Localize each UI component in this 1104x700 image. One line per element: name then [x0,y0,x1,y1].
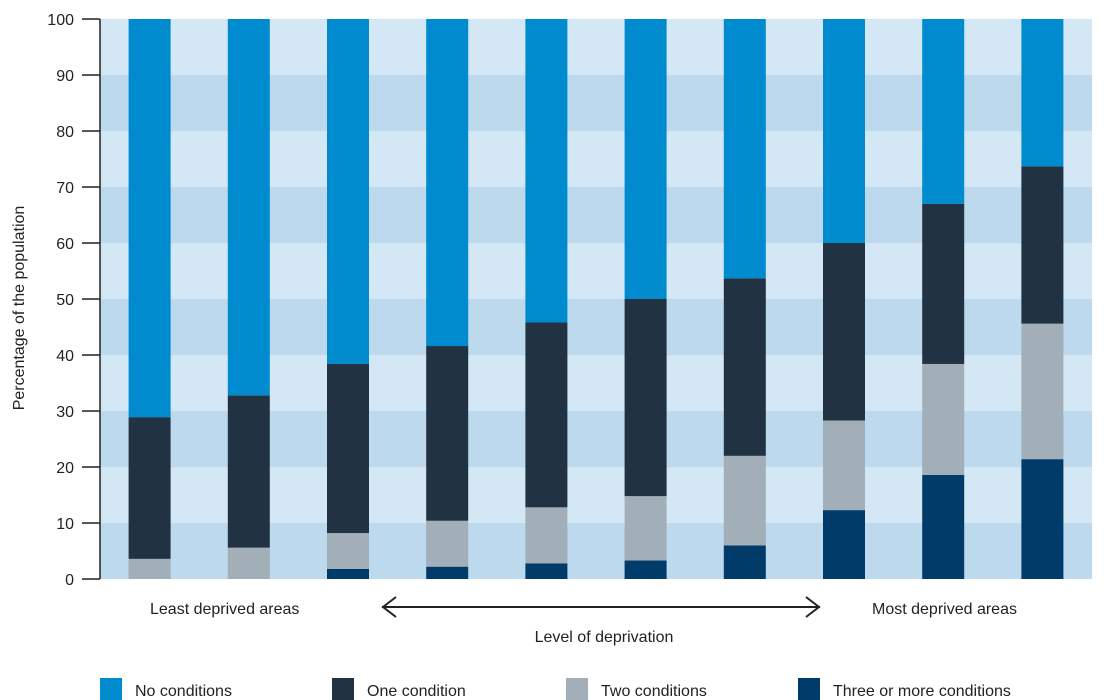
y-axis-label: Percentage of the population [11,206,28,411]
bar-segment [624,560,667,579]
bar-segment [128,558,171,579]
bar-segment [426,566,469,579]
x-axis-label: Level of deprivation [535,629,674,646]
bar-segment [227,395,270,548]
bar-segment [525,507,568,564]
bar-segment [922,474,965,579]
bar-segment [426,19,469,347]
bar-segment [723,278,766,456]
least-deprived-label: Least deprived areas [150,601,299,618]
legend-label: One condition [367,683,466,700]
bar-segment [922,203,965,364]
bar-segment [327,19,369,364]
y-tick-label: 0 [65,572,74,589]
bar-segment [723,19,766,279]
legend-label: No conditions [135,683,232,700]
y-tick-label: 50 [56,292,74,309]
y-tick-label: 10 [56,516,74,533]
deprivation-arrow [381,596,821,618]
bar-segment [922,19,965,204]
bar-segment [823,19,865,243]
bars [128,19,1064,579]
bar-segment [525,322,568,508]
y-tick-label: 60 [56,236,74,253]
bar-segment [1021,459,1064,579]
y-tick-label: 80 [56,124,74,141]
bar-segment [327,363,369,534]
arrow-right-head [805,596,821,618]
legend-swatch [332,678,354,700]
legend-swatch [100,678,122,700]
bar-segment [227,547,270,579]
bar-segment [1021,323,1064,460]
y-tick-label: 90 [56,68,74,85]
bar-segment [1021,19,1064,167]
y-tick-label: 20 [56,460,74,477]
arrow-left-head [381,596,397,618]
legend-swatch [798,678,820,700]
bar-segment [426,346,469,521]
bar-segment [624,496,667,561]
y-tick-label: 100 [47,12,74,29]
most-deprived-label: Most deprived areas [872,601,1017,618]
y-tick-label: 30 [56,404,74,421]
bar-segment [823,510,865,579]
bar-segment [723,455,766,546]
bar-segment [227,19,270,396]
bar-segment [327,568,369,579]
bar-segment [327,533,369,569]
legend-swatch [566,678,588,700]
y-axis: 0 10 20 30 40 50 60 70 80 90 100 [47,12,101,589]
bar-segment [624,299,667,497]
bar-segment [525,563,568,579]
legend-label: Two conditions [601,683,707,700]
bar-segment [128,19,171,418]
legend-label: Three or more conditions [833,683,1011,700]
bar-segment [525,19,568,323]
legend: No conditions One condition Two conditions… [100,678,1011,700]
y-tick-label: 70 [56,180,74,197]
bar-segment [922,363,965,475]
bar-segment [426,520,469,567]
bar-segment [128,417,171,559]
bar-segment [723,545,766,579]
bar-segment [823,420,865,511]
y-tick-label: 40 [56,348,74,365]
bar-segment [624,19,667,299]
bar-segment [1021,166,1064,324]
bar-segment [823,243,865,421]
